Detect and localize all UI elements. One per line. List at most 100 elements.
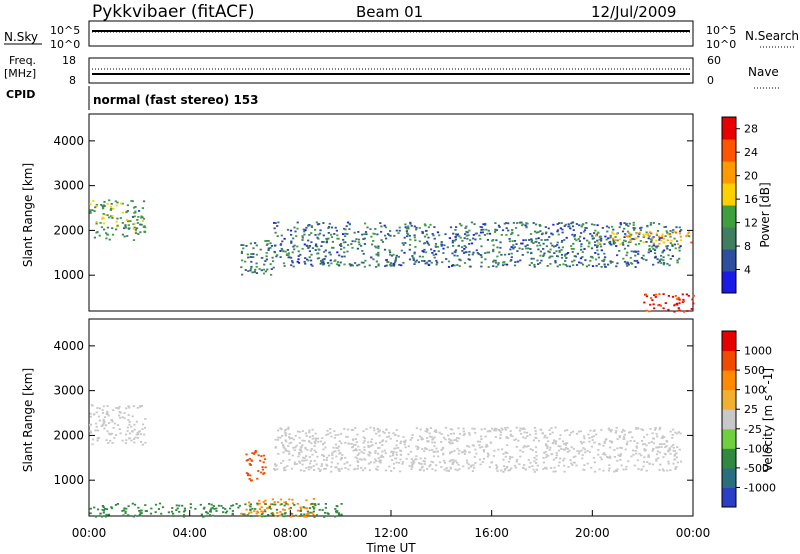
heatmap-cell [587,264,591,267]
heatmap-cell [533,426,537,429]
heatmap-cell [286,465,289,467]
heatmap-cell [324,255,327,258]
heatmap-cell [640,440,644,442]
heatmap-cell [565,257,568,259]
heatmap-cell [392,432,395,435]
heatmap-cell [652,242,655,245]
heatmap-cell [637,468,640,470]
heatmap-cell [461,246,464,249]
heatmap-cell [549,467,553,469]
heatmap-cell [452,232,455,235]
heatmap-cell [279,256,282,258]
heatmap-cell [182,510,186,513]
freq-tick-bottom: 8 [69,74,76,87]
heatmap-cell [340,467,343,470]
heatmap-cell [642,233,645,236]
heatmap-cell [143,200,146,203]
heatmap-cell [548,236,551,238]
heatmap-cell [457,463,460,466]
heatmap-cell [401,461,404,463]
heatmap-cell [404,446,407,449]
heatmap-cell [499,246,502,249]
heatmap-cell [106,226,109,229]
heatmap-cell [276,254,279,256]
heatmap-cell [627,225,630,227]
heatmap-cell [299,510,302,512]
heatmap-cell [144,418,147,420]
heatmap-cell [280,428,283,431]
heatmap-cell [339,452,342,454]
heatmap-cell [571,260,574,263]
heatmap-cell [143,426,147,429]
heatmap-cell [115,204,118,207]
heatmap-cell [127,514,130,516]
heatmap-cell [556,229,560,231]
heatmap-cell [284,434,287,437]
heatmap-cell [307,466,310,468]
heatmap-cell [596,246,599,249]
colorbar-segment [722,428,736,449]
heatmap-cell [215,510,218,512]
heatmap-cell [309,511,312,514]
heatmap-cell [363,458,366,460]
heatmap-cell [590,466,593,469]
heatmap-cell [659,463,662,466]
heatmap-cell [678,309,681,312]
heatmap-cell [512,244,515,246]
heatmap-cell [443,459,446,462]
heatmap-cell [622,468,625,471]
heatmap-cell [324,506,327,509]
heatmap-cell [590,445,593,448]
heatmap-cell [580,262,583,264]
heatmap-cell [607,226,610,229]
heatmap-cell [344,441,347,444]
heatmap-cell [481,446,484,448]
heatmap-cell [605,238,608,241]
heatmap-cell [628,431,631,434]
heatmap-cell [289,506,292,509]
heatmap-cell [510,256,513,259]
heatmap-cell [343,263,346,266]
heatmap-cell [451,442,454,445]
heatmap-cell [160,512,163,515]
heatmap-cell [547,440,550,443]
heatmap-cell [395,256,398,259]
heatmap-cell [333,436,337,439]
heatmap-cell [521,242,524,245]
heatmap-cell [322,234,325,237]
heatmap-cell [612,228,615,231]
heatmap-cell [599,235,603,238]
heatmap-cell [350,443,353,445]
heatmap-cell [635,446,638,449]
heatmap-cell [327,433,330,436]
heatmap-cell [420,260,424,262]
heatmap-cell [440,244,443,247]
heatmap-cell [542,468,545,470]
heatmap-cell [265,258,268,261]
heatmap-cell [422,469,425,472]
heatmap-cell [613,470,616,473]
heatmap-cell [654,296,657,298]
heatmap-cell [171,507,174,509]
heatmap-cell [463,248,466,250]
heatmap-cell [252,247,255,250]
heatmap-cell [384,234,387,237]
heatmap-cell [448,441,451,443]
heatmap-cell [678,226,681,229]
heatmap-cell [691,298,694,301]
heatmap-cell [427,236,430,239]
heatmap-cell [544,450,547,453]
heatmap-cell [249,505,252,508]
heatmap-cell [669,452,672,455]
heatmap-cell [379,222,382,224]
heatmap-cell [436,261,439,264]
heatmap-cell [374,450,377,452]
heatmap-cell [661,437,664,439]
heatmap-cell [412,257,415,260]
heatmap-cell [601,259,604,262]
heatmap-cell [298,431,301,433]
heatmap-cell [572,248,575,250]
heatmap-cell [134,210,137,213]
heatmap-cell [413,236,416,239]
heatmap-cell [248,504,251,507]
